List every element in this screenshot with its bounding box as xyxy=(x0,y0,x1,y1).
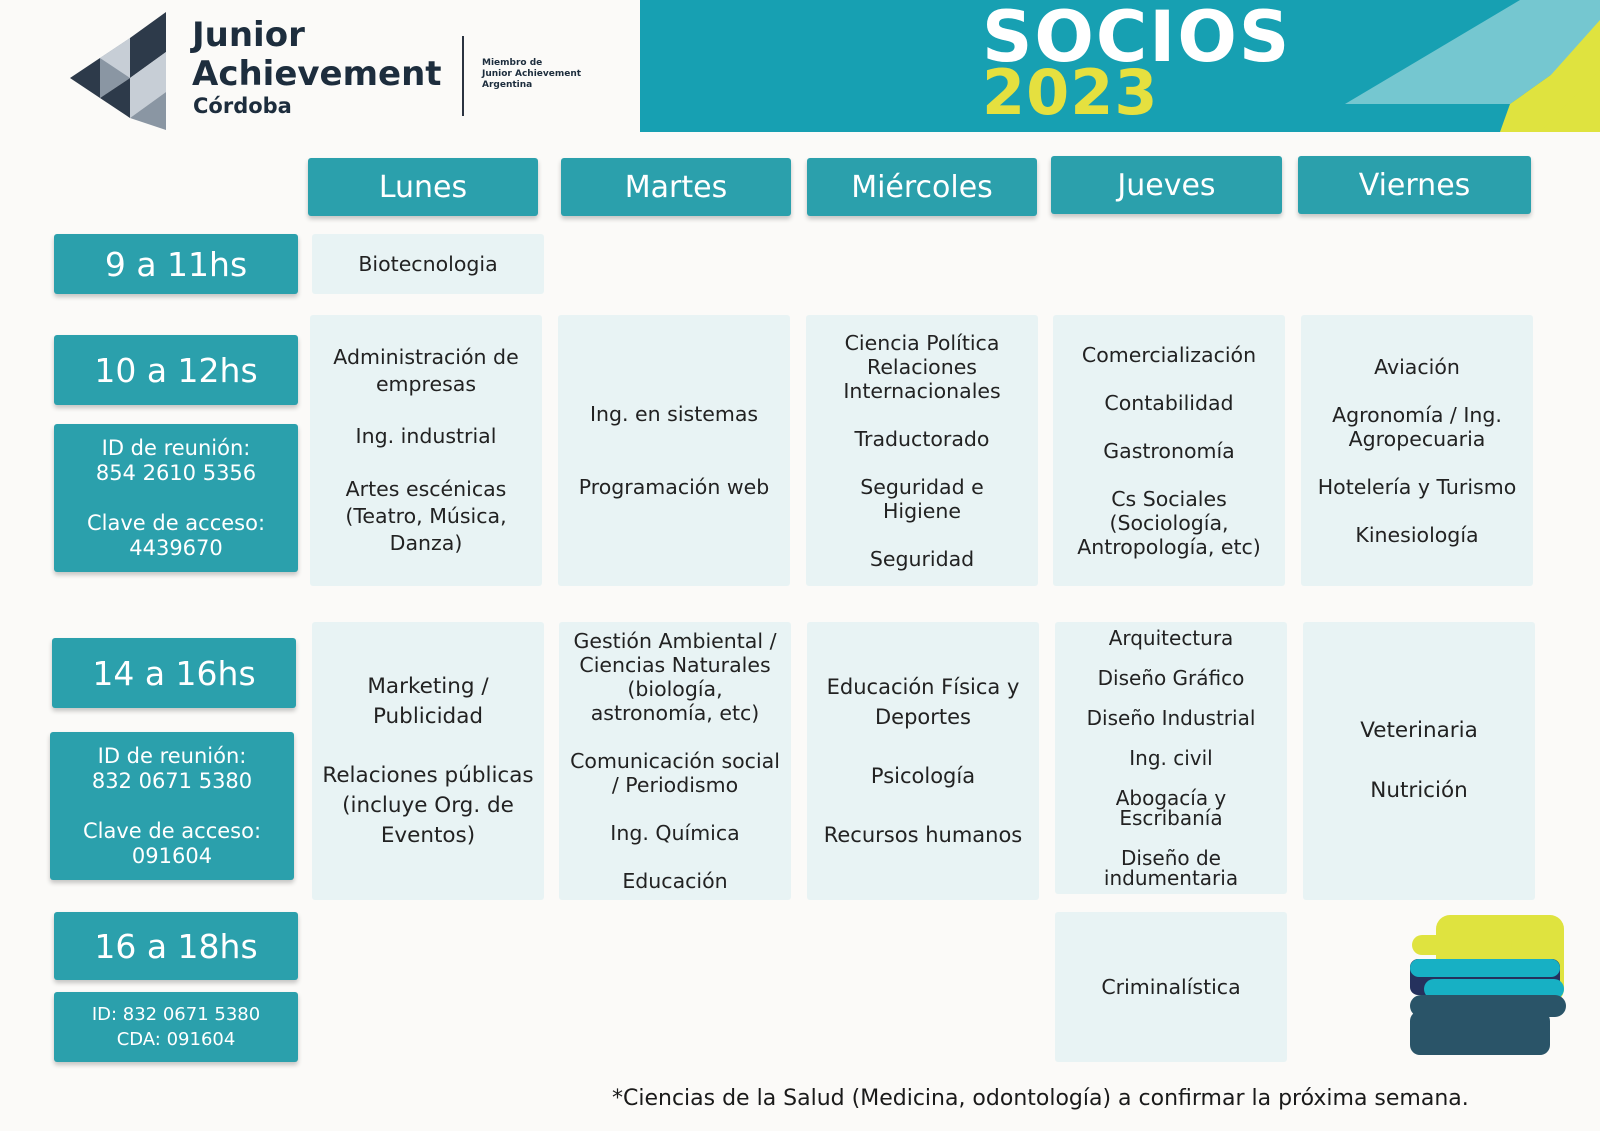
subject: Administración de empresas xyxy=(333,345,519,396)
member-note: Miembro de Junior Achievement Argentina xyxy=(482,58,581,91)
cell-jueves-14-16: Arquitectura Diseño Gráfico Diseño Indus… xyxy=(1055,622,1287,894)
subject: Traductorado xyxy=(854,426,990,451)
access-key-value[interactable]: 091604 xyxy=(131,843,213,868)
day-header-lunes: Lunes xyxy=(308,158,538,216)
day-header-martes: Martes xyxy=(561,158,791,216)
brush-stroke-decoration-icon xyxy=(1410,915,1566,1060)
day-header-jueves: Jueves xyxy=(1051,156,1282,214)
subject: Diseño Industrial xyxy=(1086,706,1256,730)
access-key-value[interactable]: 4439670 xyxy=(129,535,223,560)
page-title: SOCIOS xyxy=(982,0,1292,78)
subject: Comunicación social / Periodismo xyxy=(570,749,780,797)
banner-decoration xyxy=(1345,0,1600,132)
junior-achievement-logo-icon xyxy=(70,12,170,130)
cell-lunes-10-12: Administración de empresas Ing. industri… xyxy=(310,315,542,586)
meeting-id-label: ID de reunión: xyxy=(97,743,247,768)
subject: Programación web xyxy=(578,475,770,499)
cell-miercoles-10-12: Ciencia Política Relaciones Internaciona… xyxy=(806,315,1038,586)
subject: Educación xyxy=(622,869,728,893)
day-header-viernes: Viernes xyxy=(1298,156,1531,214)
subject: Abogacía y Escribanía xyxy=(1115,786,1227,830)
meeting-info-14-16: ID de reunión: 832 0671 5380 Clave de ac… xyxy=(50,732,294,880)
member-line: Junior Achievement xyxy=(482,69,582,79)
subject: Gastronomía xyxy=(1103,438,1235,463)
title-banner xyxy=(640,0,1600,132)
subject: Ing. civil xyxy=(1129,746,1213,770)
meeting-info-10-12: ID de reunión: 854 2610 5356 Clave de ac… xyxy=(54,424,298,572)
subject: Arquitectura xyxy=(1108,626,1234,650)
meeting-id-label: ID de reunión: xyxy=(101,435,251,460)
footer-note: *Ciencias de la Salud (Medicina, odontol… xyxy=(612,1086,1469,1111)
cell-martes-14-16: Gestión Ambiental / Ciencias Naturales (… xyxy=(559,622,791,900)
logo-text-cordoba: Córdoba xyxy=(193,94,292,118)
time-slot-14-16: 14 a 16hs xyxy=(52,638,296,708)
page-year: 2023 xyxy=(982,56,1159,129)
subject: Aviación xyxy=(1374,354,1460,379)
subject: Contabilidad xyxy=(1104,390,1234,415)
access-key-label: Clave de acceso: xyxy=(82,818,262,843)
subject: Ing. en sistemas xyxy=(589,402,759,426)
time-slot-9-11: 9 a 11hs xyxy=(54,234,298,294)
subject: Diseño de indumentaria xyxy=(1103,846,1239,890)
subject: Ing. industrial xyxy=(355,424,497,448)
meeting-id-value[interactable]: 854 2610 5356 xyxy=(95,460,257,485)
subject: Biotecnologia xyxy=(358,252,498,276)
subject: Relaciones públicas (incluye Org. de Eve… xyxy=(322,762,534,848)
subject: Educación Física y Deportes xyxy=(826,675,1020,729)
cell-jueves-10-12: Comercialización Contabilidad Gastronomí… xyxy=(1053,315,1285,586)
subject: Comercialización xyxy=(1081,342,1257,367)
subject: Artes escénicas (Teatro, Música, Danza) xyxy=(345,477,507,555)
subject: Criminalística xyxy=(1101,975,1241,999)
time-slot-10-12: 10 a 12hs xyxy=(54,335,298,405)
subject: Psicología xyxy=(870,764,976,788)
cell-viernes-10-12: Aviación Agronomía / Ing. Agropecuaria H… xyxy=(1301,315,1533,586)
subject: Marketing / Publicidad xyxy=(367,673,489,729)
day-header-miercoles: Miércoles xyxy=(807,158,1037,216)
member-line: Argentina xyxy=(482,80,533,90)
subject: Ciencia Política Relaciones Internaciona… xyxy=(843,330,1001,403)
cell-lunes-14-16: Marketing / Publicidad Relaciones públic… xyxy=(312,622,544,900)
cell-lunes-9-11: Biotecnologia xyxy=(312,234,544,294)
meeting-id-value[interactable]: 832 0671 5380 xyxy=(91,768,253,793)
logo-divider xyxy=(462,36,464,116)
subject: Diseño Gráfico xyxy=(1097,666,1245,690)
subject: Seguridad e Higiene xyxy=(860,474,984,523)
access-key-label: Clave de acceso: xyxy=(86,510,266,535)
cell-miercoles-14-16: Educación Física y Deportes Psicología R… xyxy=(807,622,1039,900)
meeting-info-16-18: ID: 832 0671 5380 CDA: 091604 xyxy=(54,992,298,1062)
logo-text-achievement: Achievement xyxy=(192,54,442,94)
subject: Nutrición xyxy=(1370,778,1468,803)
access-key-line[interactable]: CDA: 091604 xyxy=(116,1029,236,1050)
subject: Seguridad xyxy=(869,546,975,571)
subject: Hotelería y Turismo xyxy=(1317,474,1517,499)
subject: Cs Sociales (Sociología, Antropología, e… xyxy=(1077,486,1261,559)
subject: Kinesiología xyxy=(1355,522,1479,547)
subject: Ing. Química xyxy=(610,821,740,845)
cell-martes-10-12: Ing. en sistemas Programación web xyxy=(558,315,790,586)
subject: Agronomía / Ing. Agropecuaria xyxy=(1332,402,1502,451)
subject: Veterinaria xyxy=(1360,718,1478,743)
cell-viernes-14-16: Veterinaria Nutrición xyxy=(1303,622,1535,900)
meeting-id-line[interactable]: ID: 832 0671 5380 xyxy=(91,1004,261,1025)
logo-text-junior: Junior xyxy=(192,15,305,55)
cell-jueves-16-18: Criminalística xyxy=(1055,912,1287,1062)
time-slot-16-18: 16 a 18hs xyxy=(54,912,298,980)
subject: Recursos humanos xyxy=(823,823,1023,847)
member-line: Miembro de xyxy=(482,58,543,68)
subject: Gestión Ambiental / Ciencias Naturales (… xyxy=(573,629,777,725)
